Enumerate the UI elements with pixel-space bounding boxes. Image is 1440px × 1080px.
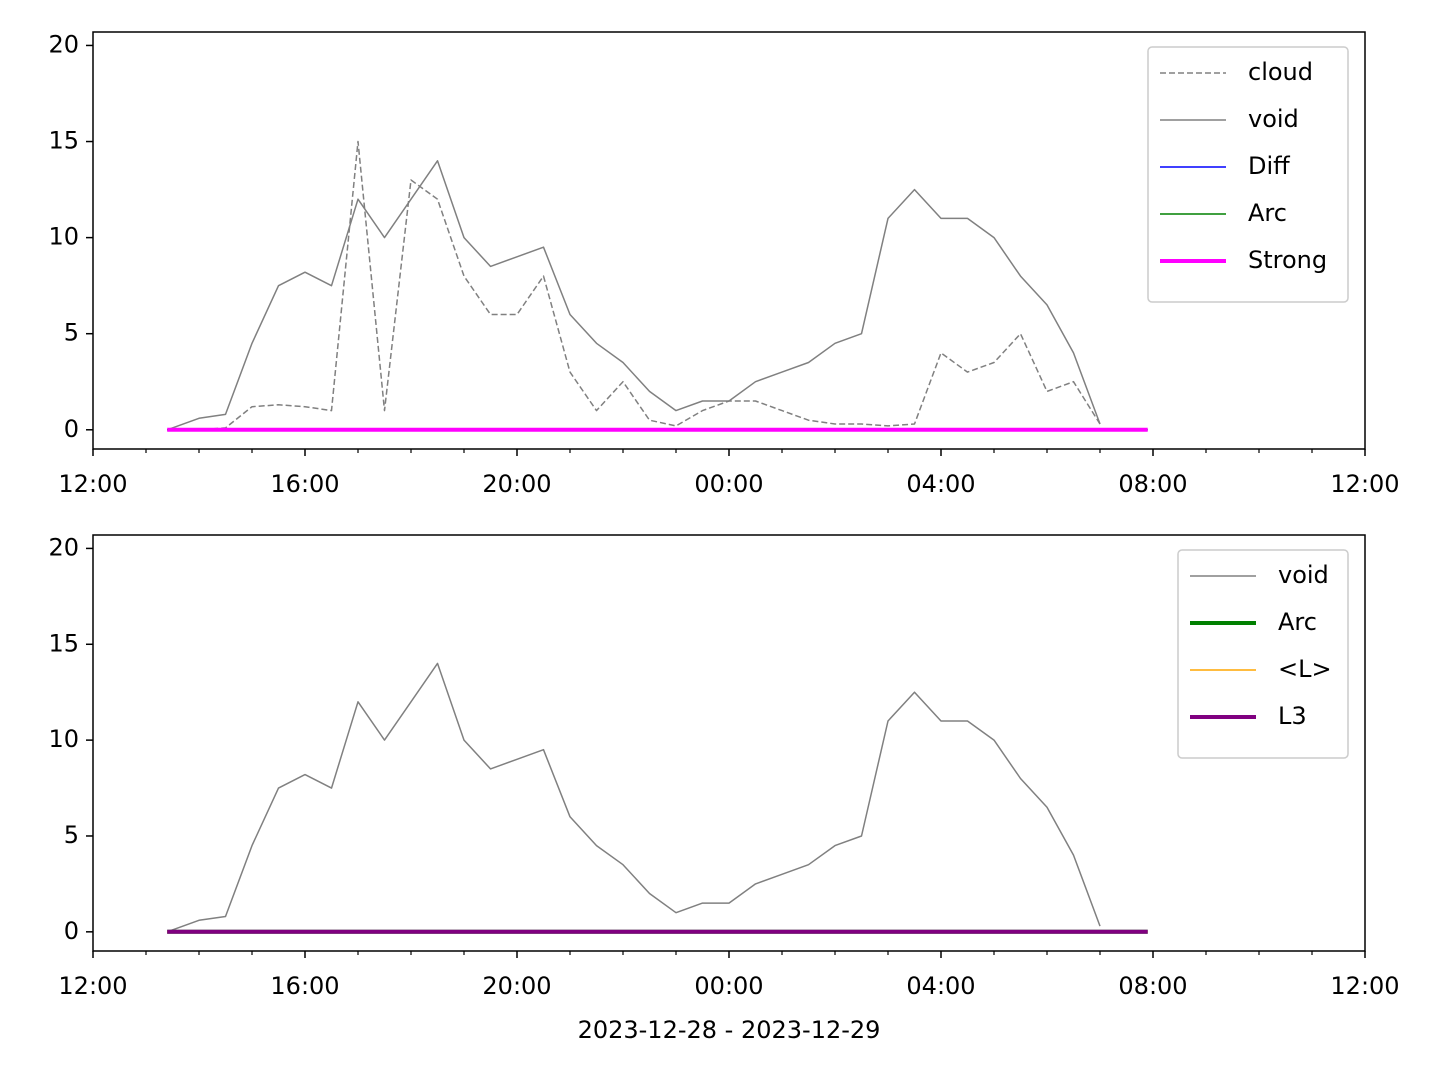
y-tick-label: 15 (48, 629, 79, 657)
x-tick-label: 12:00 (58, 972, 127, 1000)
axes-frame (92, 31, 1366, 450)
legend-label: Strong (1248, 246, 1327, 274)
legend: cloud void Diff Arc Strong (1147, 46, 1349, 303)
legend-label: <L> (1278, 655, 1332, 683)
legend: void Arc <L> L3 (1177, 549, 1349, 759)
x-tick-label: 12:00 (1330, 972, 1399, 1000)
legend-label: void (1248, 105, 1299, 133)
x-tick-label: 12:00 (58, 470, 127, 498)
series-line (167, 140, 1101, 431)
x-tick-label: 04:00 (906, 972, 975, 1000)
subplot: 0 5 10 15 20 12:00 16:00 20:00 00:00 04:00 08:00 12… (48, 533, 1399, 1044)
y-tick-label: 0 (64, 415, 79, 443)
series-line (166, 662, 1101, 933)
y-tick-label: 20 (48, 533, 79, 561)
x-tick-label: 00:00 (694, 972, 763, 1000)
y-tick-label: 20 (48, 30, 79, 58)
x-tick-label: 16:00 (270, 972, 339, 1000)
x-tick-label: 20:00 (482, 972, 551, 1000)
legend-label: Arc (1248, 199, 1287, 227)
axes-frame (92, 534, 1366, 952)
x-tick-label: 08:00 (1118, 470, 1187, 498)
legend-label: void (1278, 561, 1329, 589)
x-axis-label: 2023-12-28 - 2023-12-29 (578, 1016, 881, 1044)
legend-label: L3 (1278, 702, 1307, 730)
x-tick-label: 08:00 (1118, 972, 1187, 1000)
x-tick-label: 00:00 (694, 470, 763, 498)
y-tick-label: 15 (48, 127, 79, 155)
legend-label: Diff (1248, 152, 1290, 180)
subplot: 0 5 10 15 20 12:00 16:00 20:00 00:00 04:00 08:00 12… (48, 30, 1399, 498)
legend-box (1147, 46, 1349, 303)
series-line (166, 160, 1101, 431)
y-tick-label: 10 (48, 223, 79, 251)
legend-box (1177, 549, 1349, 759)
x-tick-label: 20:00 (482, 470, 551, 498)
y-tick-label: 0 (64, 917, 79, 945)
x-tick-label: 16:00 (270, 470, 339, 498)
legend-label: Arc (1278, 608, 1317, 636)
x-tick-label: 12:00 (1330, 470, 1399, 498)
x-tick-label: 04:00 (906, 470, 975, 498)
y-tick-label: 10 (48, 725, 79, 753)
y-tick-label: 5 (64, 821, 79, 849)
legend-label: cloud (1248, 58, 1313, 86)
y-tick-label: 5 (64, 319, 79, 347)
